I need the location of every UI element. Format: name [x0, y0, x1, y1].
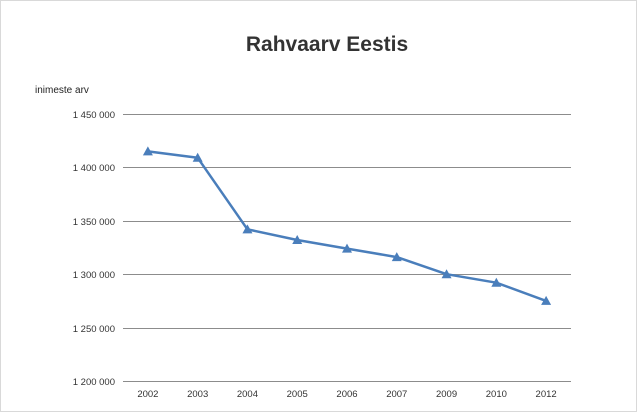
data-point-marker [391, 252, 402, 262]
data-point-marker [491, 277, 502, 287]
x-tick-label: 2003 [187, 389, 208, 400]
y-tick-label: 1 400 000 [73, 163, 115, 174]
data-point-marker [292, 235, 303, 245]
y-tick-label: 1 350 000 [73, 217, 115, 228]
chart-title: Rahvaarv Eestis [246, 33, 408, 56]
y-tick-label: 1 450 000 [73, 110, 115, 121]
data-point-marker [142, 146, 153, 156]
data-point-marker [192, 152, 203, 162]
y-axis-label: inimeste arv [35, 85, 89, 96]
y-tick-label: 1 200 000 [73, 377, 115, 388]
y-tick-label: 1 250 000 [73, 324, 115, 335]
data-point-marker [541, 295, 552, 305]
y-tick-labels: 1 450 000 1 400 000 1 350 000 1 300 000 1 25… [73, 110, 115, 388]
x-tick-label: 2002 [137, 389, 158, 400]
x-tick-label: 2012 [536, 389, 557, 400]
y-tick-label: 1 300 000 [73, 270, 115, 281]
x-tick-label: 2005 [287, 389, 308, 400]
x-tick-label: 2009 [436, 389, 457, 400]
data-series [142, 146, 552, 305]
data-point-marker [242, 224, 253, 234]
x-tick-label: 2007 [386, 389, 407, 400]
x-tick-label: 2004 [237, 389, 258, 400]
gridlines [123, 114, 571, 382]
x-tick-labels: 2002 2003 2004 2005 2006 2007 2009 2010 2012 [137, 389, 556, 400]
data-point-marker [342, 243, 352, 253]
x-tick-label: 2010 [486, 389, 507, 400]
x-tick-label: 2006 [336, 389, 357, 400]
series-line [147, 150, 547, 303]
data-point-marker [441, 269, 452, 279]
